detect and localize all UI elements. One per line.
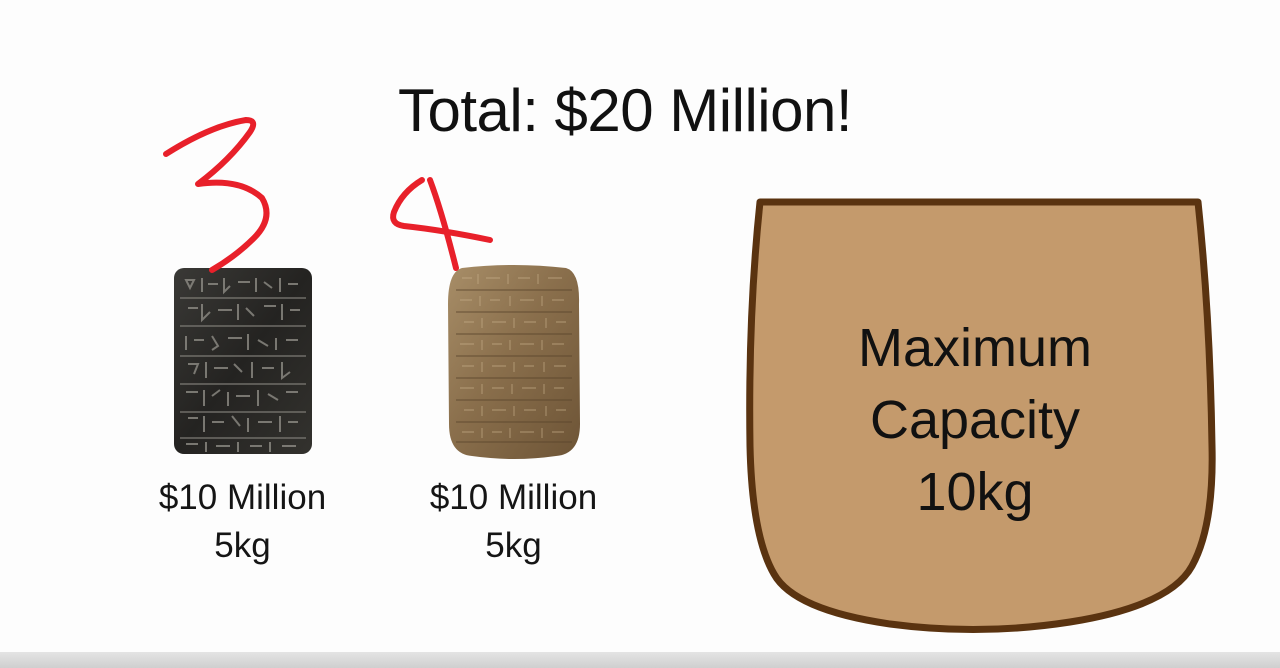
item-caption-2: $10 Million 5kg — [411, 474, 616, 570]
item-weight-2: 5kg — [485, 526, 542, 565]
bag-label-line-2: Capacity — [869, 390, 1081, 450]
item-weight-1: 5kg — [214, 526, 271, 565]
bag-illustration — [740, 196, 1220, 640]
bottom-bar — [0, 652, 1280, 668]
item-price-1: $10 Million — [158, 478, 327, 517]
bag-label-line-1: Maximum — [857, 318, 1092, 378]
bag-capacity-label: Maximum Capacity 10kg — [740, 312, 1210, 528]
item-price-2: $10 Million — [429, 478, 598, 517]
slide-title: Total: $20 Million! — [397, 77, 853, 144]
item-caption-1: $10 Million 5kg — [140, 474, 345, 570]
handwritten-4-annotation — [380, 160, 510, 280]
bag-label-line-3: 10kg — [916, 462, 1034, 522]
clay-tablet-image — [446, 264, 582, 460]
dark-tablet-image — [172, 266, 314, 456]
